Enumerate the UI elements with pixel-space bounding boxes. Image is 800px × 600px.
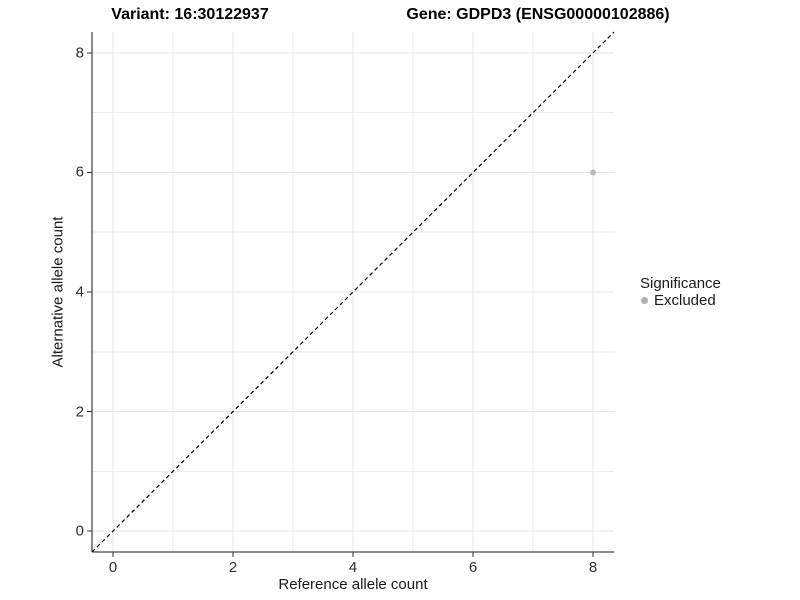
x-tick-label: 6 xyxy=(468,559,478,576)
x-tick-label: 0 xyxy=(108,559,118,576)
legend-entry-label: Excluded xyxy=(654,292,716,309)
identity-line xyxy=(91,31,615,553)
y-tick-label: 0 xyxy=(75,522,84,540)
plot-title-gene: Gene: GDPD3 (ENSG00000102886) xyxy=(406,6,670,23)
legend-point-icon xyxy=(641,297,648,304)
legend-entry-excluded: Excluded xyxy=(641,292,716,309)
plot-title-variant: Variant: 16:30122937 xyxy=(111,6,269,23)
y-tick-label: 2 xyxy=(75,403,84,421)
y-tick-label: 6 xyxy=(75,163,84,181)
x-tick-label: 4 xyxy=(348,559,358,576)
x-tick-label: 2 xyxy=(228,559,238,576)
x-tick-label: 8 xyxy=(588,559,598,576)
y-tick-label: 4 xyxy=(75,283,84,301)
data-point xyxy=(590,169,596,176)
legend-title: Significance xyxy=(640,275,721,292)
y-tick-label: 8 xyxy=(75,44,84,62)
x-axis-title: Reference allele count xyxy=(278,576,428,593)
y-axis-title: Alternative allele count xyxy=(49,216,67,368)
